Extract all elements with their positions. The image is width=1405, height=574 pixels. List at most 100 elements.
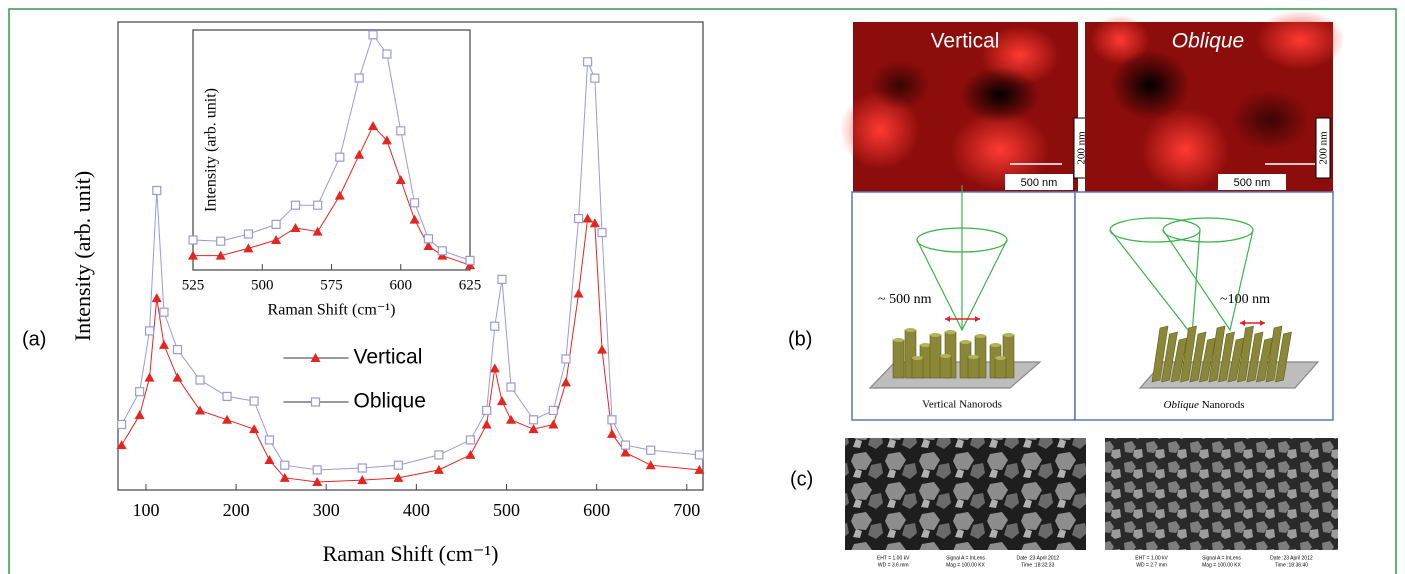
legend-label: Oblique	[354, 390, 426, 413]
y-axis-label: Intensity (arb. unit)	[70, 171, 95, 341]
scale-label: 500 nm	[1234, 177, 1271, 189]
marker	[482, 405, 492, 416]
marker	[290, 200, 301, 210]
nanorod-top	[1003, 333, 1014, 337]
nanorod	[1246, 331, 1264, 383]
marker	[195, 375, 205, 385]
marker	[117, 419, 127, 430]
marker	[158, 339, 169, 349]
y-axis-label: Intensity (arb. unit)	[203, 88, 220, 212]
marker	[290, 223, 301, 232]
panel-label: (a)	[22, 328, 46, 350]
nanorod-top	[968, 355, 979, 359]
marker	[561, 354, 571, 364]
marker	[368, 121, 379, 130]
marker	[528, 415, 539, 425]
nanorod-top	[990, 343, 1001, 347]
nanorod-top	[930, 333, 941, 337]
plot-area	[117, 21, 704, 491]
marker	[437, 246, 447, 256]
x-tick-label: 600	[390, 277, 413, 293]
marker	[144, 372, 155, 382]
marker	[271, 235, 282, 244]
marker	[646, 445, 656, 455]
marker	[249, 396, 259, 406]
sem-info: Date :23 April 2012	[1017, 555, 1060, 561]
marker	[313, 200, 323, 210]
marker	[357, 475, 368, 485]
marker	[694, 450, 704, 460]
nanorod	[929, 334, 942, 379]
x-tick-label: 500	[493, 500, 520, 520]
marker	[506, 414, 517, 424]
marker	[489, 363, 500, 373]
marker	[335, 152, 345, 162]
nanorod	[1237, 325, 1254, 383]
marker	[694, 464, 705, 474]
marker	[423, 241, 434, 250]
legend-marker	[310, 397, 321, 407]
sem-info: WD = 3.6 mm	[878, 562, 909, 568]
x-tick-label: 575	[320, 277, 343, 293]
marker	[620, 440, 631, 450]
spacing-label: ~100 nm	[1220, 292, 1270, 307]
marker	[583, 57, 593, 67]
schematic: ~ 500 nm Vertical Nanorods ~100 nm Obliq…	[851, 185, 1334, 421]
legend-marker	[310, 353, 321, 362]
marker	[548, 405, 558, 416]
scale-label: 200 nm	[1076, 131, 1088, 165]
sem-info: Signal A = InLens	[946, 555, 985, 561]
marker	[243, 243, 254, 253]
panel-label: (b)	[788, 328, 812, 350]
marker	[279, 472, 290, 482]
sem-info: Signal A = InLens	[1202, 555, 1241, 561]
caption: Vertical Nanorods	[922, 399, 1002, 411]
charts: 100 200 300 400 500 600 700 Raman Shift (cm⁻¹) I…	[70, 21, 705, 566]
marker	[188, 250, 198, 260]
marker	[393, 472, 404, 482]
nanorod	[1208, 325, 1226, 383]
marker	[357, 463, 367, 473]
scale-label: 200 nm	[1318, 131, 1330, 165]
plot-area	[192, 29, 471, 271]
marker	[152, 185, 162, 196]
marker	[528, 424, 539, 434]
x-axis-label: Raman Shift (cm⁻¹)	[323, 541, 499, 566]
legend-label: Vertical	[354, 346, 423, 369]
marker	[607, 415, 617, 425]
sem-info: Mag = 100.00 KX	[946, 562, 985, 568]
nanorod	[1265, 325, 1283, 383]
marker	[589, 218, 600, 228]
sem-info: Time :18:36:40	[1275, 562, 1308, 568]
x-tick-label: 500	[251, 277, 274, 293]
nanorod	[911, 357, 924, 379]
x-tick-label: 625	[459, 277, 482, 293]
nanorod	[1218, 331, 1235, 383]
marker	[264, 435, 275, 445]
marker	[222, 391, 232, 401]
marker	[172, 372, 183, 382]
marker	[382, 49, 392, 59]
nanorod	[892, 339, 905, 379]
nanorod-top	[940, 354, 951, 358]
marker	[560, 377, 571, 387]
marker	[249, 424, 260, 434]
marker	[264, 455, 275, 465]
sem-info: EHT = 1.00 kV	[1135, 555, 1168, 561]
marker	[496, 396, 507, 406]
marker	[409, 214, 420, 224]
x-tick-label: 200	[223, 500, 250, 520]
sem-info: Mag = 100.00 KX	[1202, 562, 1241, 568]
marker	[312, 226, 323, 236]
marker	[354, 149, 365, 159]
marker	[433, 464, 444, 474]
marker	[574, 213, 584, 224]
marker	[606, 428, 617, 438]
marker	[582, 213, 593, 223]
nanorod	[1151, 325, 1169, 383]
marker	[434, 450, 444, 460]
nanorod-top	[945, 330, 956, 334]
right-panels: Vertical 500 nm 200 nm Oblique 500 nm 20…	[840, 10, 1345, 568]
marker	[506, 382, 516, 392]
